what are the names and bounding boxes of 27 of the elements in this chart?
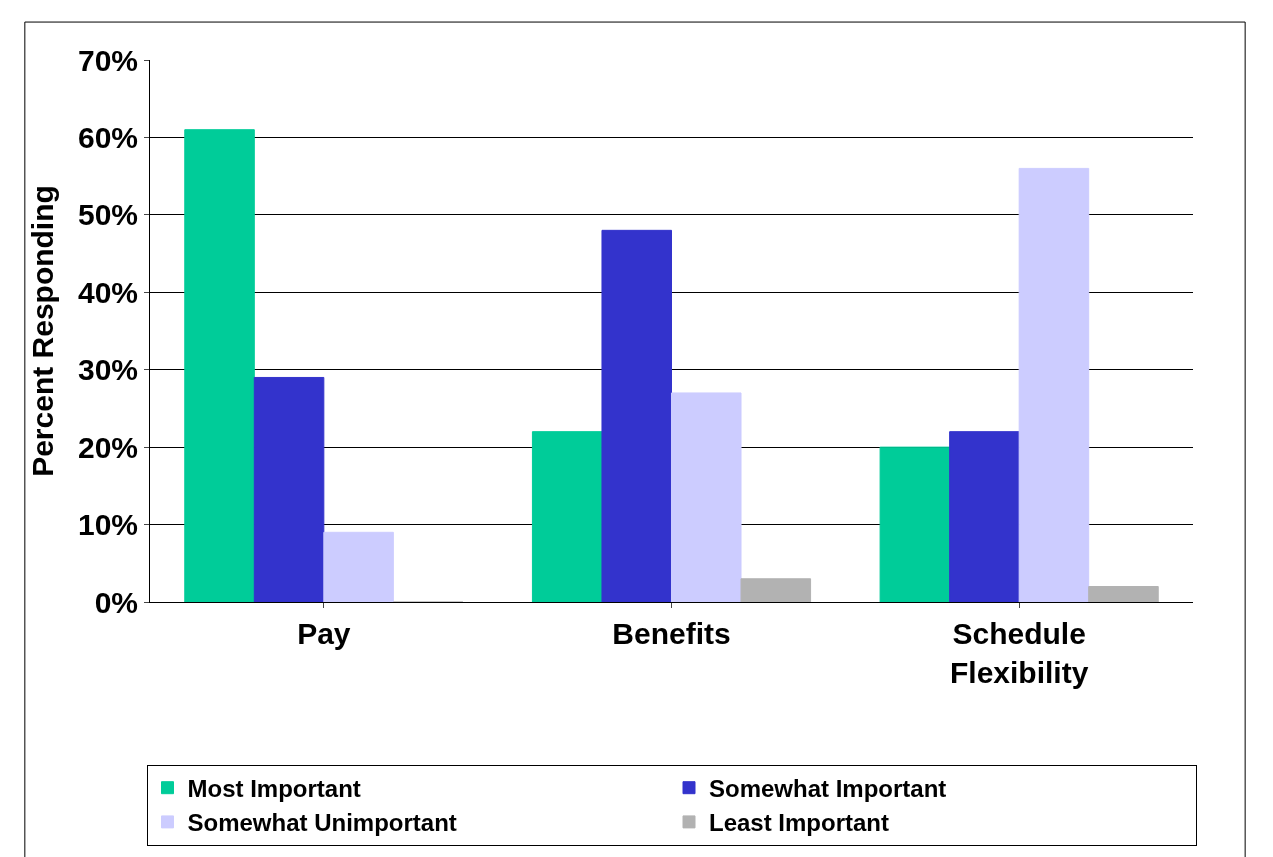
y-tick-label: 60%: [77, 120, 138, 154]
x-tick-label: Benefits: [612, 617, 731, 650]
x-tick-label: Schedule Flexibility: [949, 617, 1089, 689]
y-axis-title: Percent Responding: [25, 185, 59, 477]
bar: [1088, 586, 1159, 602]
bar: [1018, 167, 1090, 602]
y-tick-label: 0%: [94, 585, 138, 619]
bar: [949, 431, 1020, 602]
y-tick-label: 10%: [77, 508, 138, 542]
bar: [323, 531, 394, 602]
legend-label: Somewhat Unimportant: [187, 809, 457, 837]
y-tick-label: 30%: [77, 353, 138, 387]
legend-label: Somewhat Important: [709, 775, 947, 803]
bar: [740, 578, 812, 602]
bar: [253, 376, 325, 602]
bar: [879, 446, 951, 602]
y-tick-label: 50%: [77, 198, 138, 232]
x-tick-label: Pay: [297, 617, 351, 650]
legend-label: Most Important: [187, 775, 361, 803]
legend-label: Least Important: [709, 809, 890, 837]
bar: [184, 129, 255, 602]
y-tick-label: 40%: [77, 275, 138, 309]
y-tick-label: 70%: [77, 43, 138, 77]
bar: [671, 392, 742, 602]
bar: [601, 229, 672, 602]
bar: [531, 431, 603, 602]
y-tick-label: 20%: [77, 430, 138, 464]
